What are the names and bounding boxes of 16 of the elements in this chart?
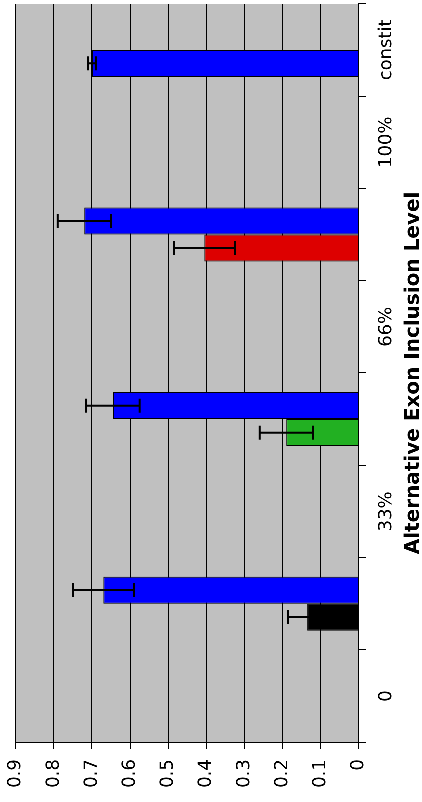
x-tick-label: 0.3	[233, 759, 254, 788]
x-tick-label: 0.1	[310, 759, 331, 788]
y-axis-title: Alternative Exon Inclusion Level	[400, 192, 422, 555]
x-tick-label: 0.7	[80, 759, 102, 788]
x-tick-label: 0.5	[157, 759, 178, 788]
x-tick-label: 0.9	[4, 759, 26, 788]
y-tick-label: 100%	[376, 116, 397, 168]
y-tick-label: constit	[376, 20, 397, 81]
x-tick-label: 0.6	[119, 759, 140, 788]
x-tick-label: 0.2	[271, 759, 292, 788]
y-tick-label: 0	[376, 690, 397, 702]
x-tick-label: 0	[348, 759, 369, 771]
y-tick-label: 66%	[376, 307, 397, 348]
x-tick-label: 0.8	[42, 759, 64, 788]
x-tick-label: 0.4	[195, 759, 216, 788]
y-tick-label: 33%	[376, 492, 397, 532]
